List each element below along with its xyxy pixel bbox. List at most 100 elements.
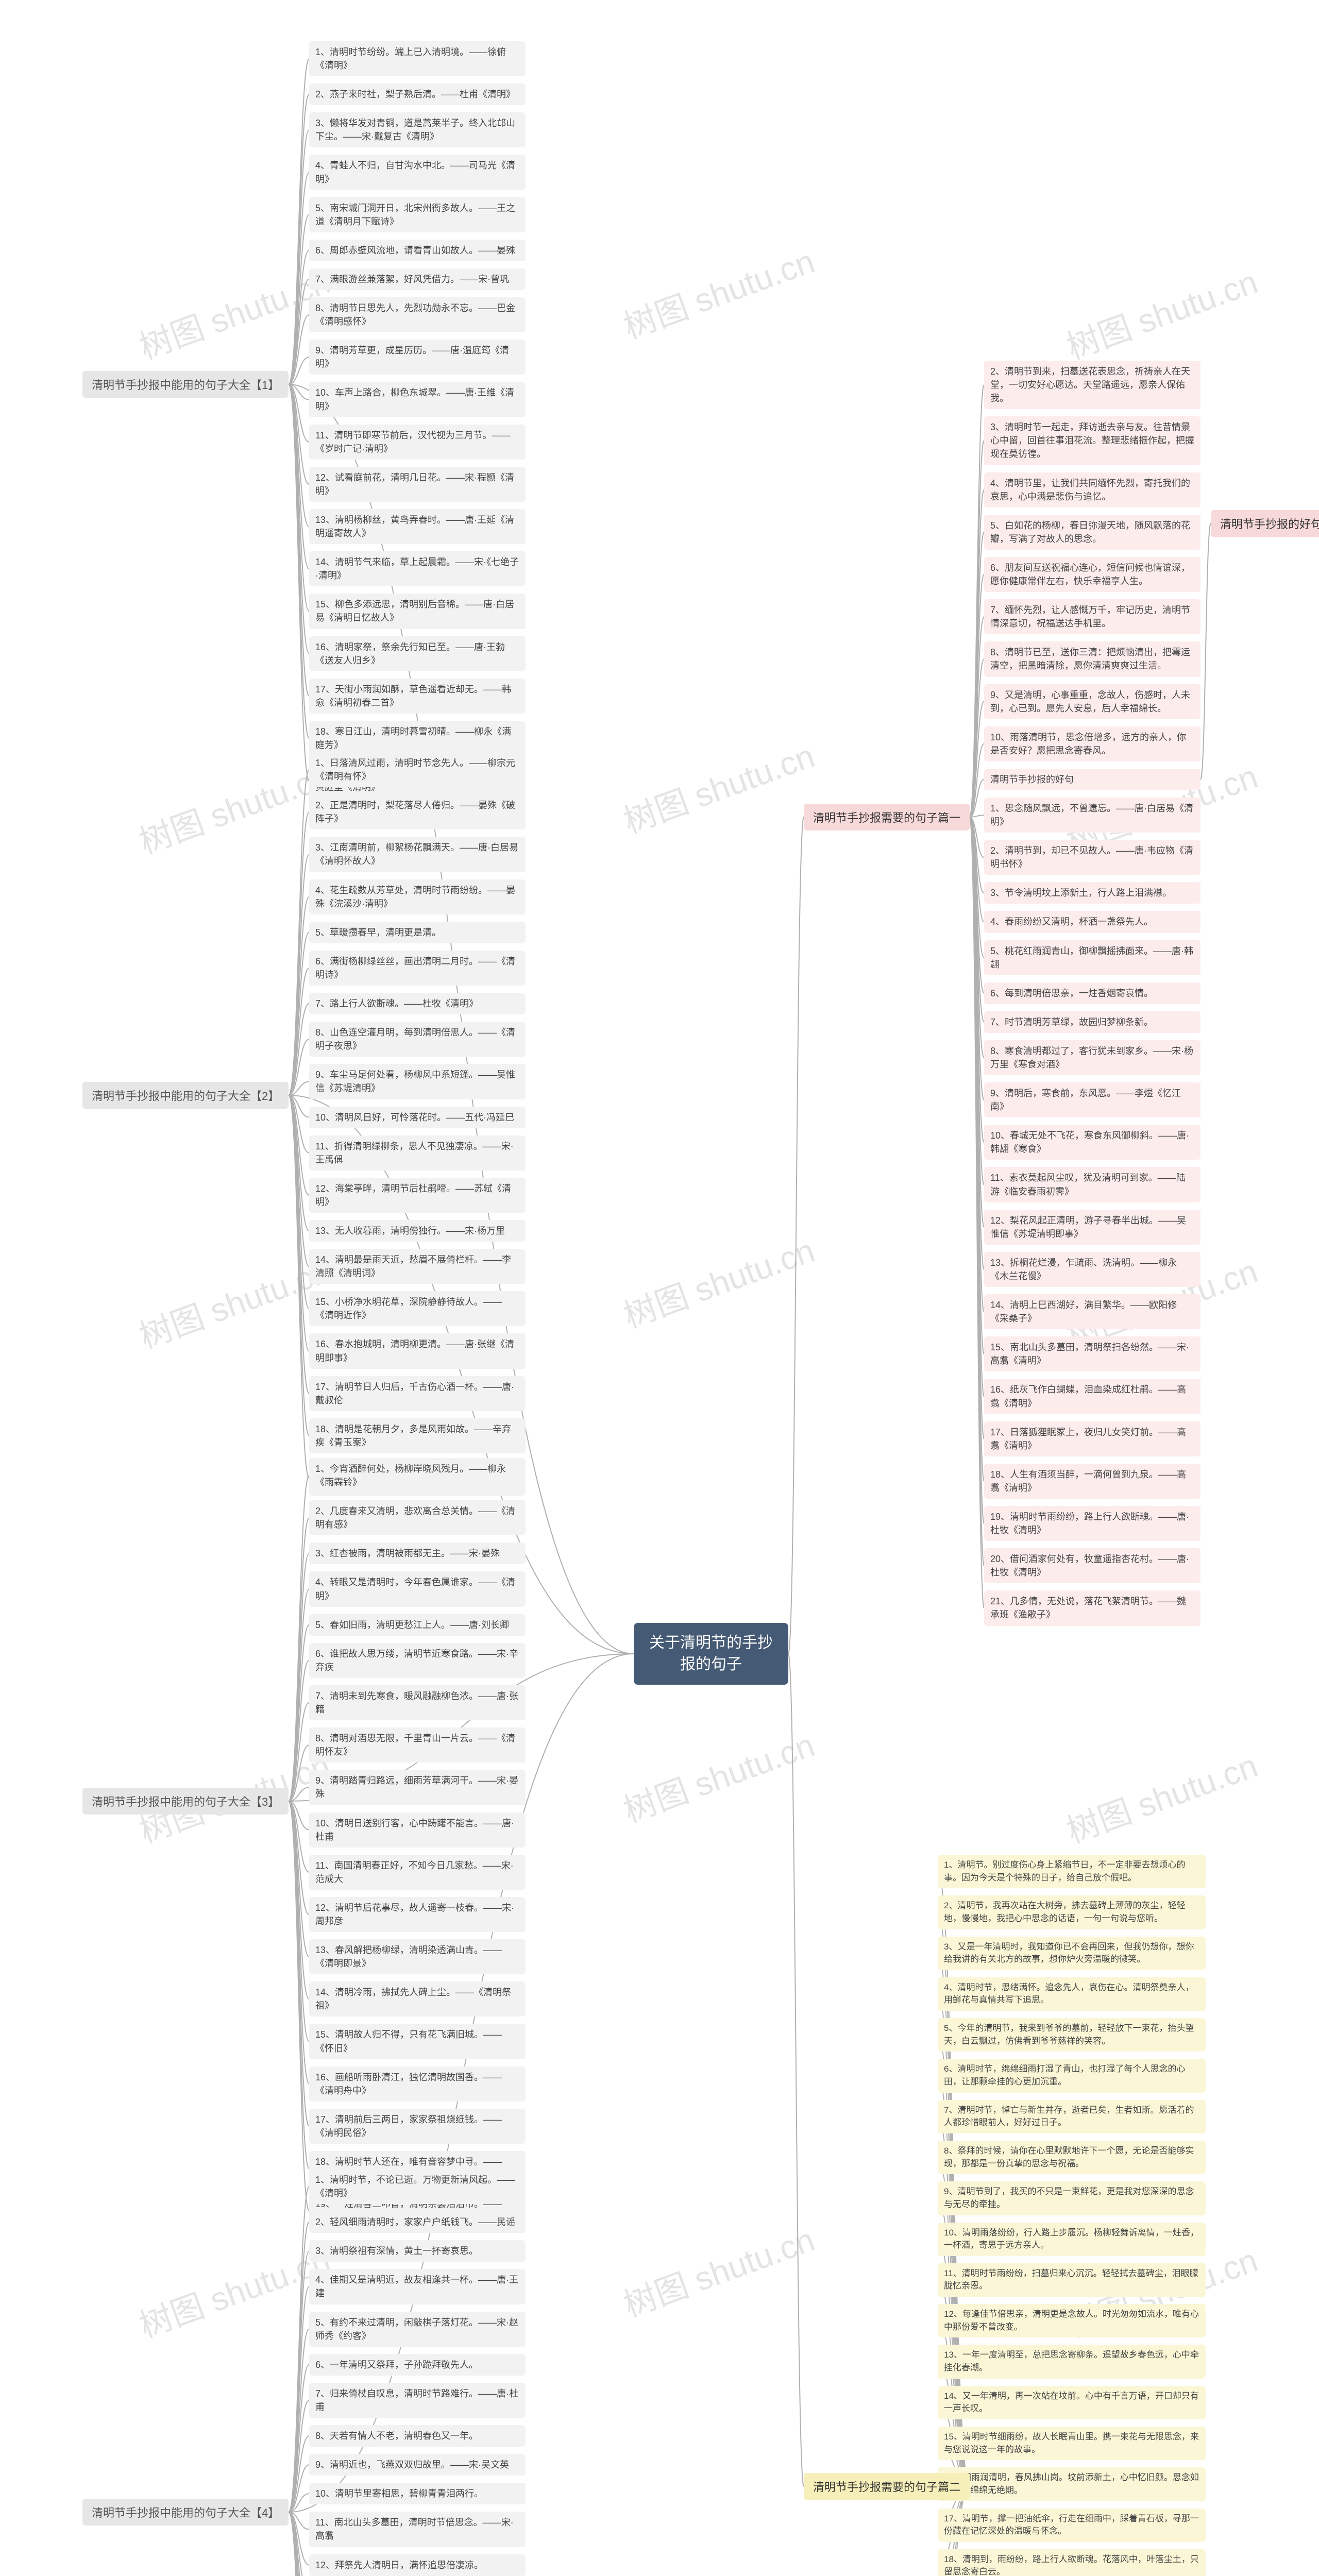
branch-left-2[interactable]: 清明节手抄报中能用的句子大全【2】	[82, 1082, 289, 1109]
leaf-item[interactable]: 8、寒食清明都过了，客行犹未到家乡。——宋·杨万里《寒食对酒》	[984, 1040, 1200, 1075]
leaf-item[interactable]: 12、拜祭先人清明日，满怀追思倍凄凉。	[309, 2554, 526, 2576]
leaf-item[interactable]: 9、清明节到了，我买的不只是一束鲜花，更是我对您深深的思念与无尽的牵挂。	[938, 2181, 1206, 2215]
leaf-item[interactable]: 7、清明未到先寒食，暖风融融柳色浓。——唐·张籍	[309, 1685, 526, 1720]
leaf-item[interactable]: 4、春雨纷纷又清明，杯酒一盏祭先人。	[984, 911, 1200, 933]
leaf-item[interactable]: 16、清明家祭，祭余先行知已至。——唐·王勃《送友人归乡》	[309, 636, 526, 671]
leaf-item[interactable]: 14、清明节气来临，草上起晨霜。——宋·《七绝子·清明》	[309, 551, 526, 586]
leaf-item[interactable]: 8、清明对酒思无限，千里青山一片云。——《清明怀友》	[309, 1727, 526, 1762]
leaf-item[interactable]: 5、南宋城门洞开日，北宋州衙多故人。——王之道《清明月下赋诗》	[309, 197, 526, 232]
leaf-item[interactable]: 4、佳期又是清明近，故友相逢共一杯。——唐·王建	[309, 2269, 526, 2304]
leaf-item[interactable]: 2、清明节，我再次站在大树旁，拂去墓碑上薄薄的灰尘，轻轻地，慢慢地，我把心中思念…	[938, 1895, 1206, 1929]
leaf-item[interactable]: 10、清明节里寄相思，碧柳青青泪两行。	[309, 2483, 526, 2504]
leaf-item[interactable]: 18、清明是花朝月夕，多是风雨如故。——辛弃疾《青玉案》	[309, 1418, 526, 1453]
leaf-item[interactable]: 13、春风解把杨柳绿，清明染透满山青。——《清明即景》	[309, 1939, 526, 1974]
leaf-item[interactable]: 清明节手抄报的好句	[984, 769, 1200, 790]
leaf-item[interactable]: 3、节令清明坟上添新土，行人路上泪满襟。	[984, 882, 1200, 904]
leaf-item[interactable]: 13、无人收暮雨，清明傍独行。——宋·杨万里	[309, 1220, 526, 1242]
leaf-item[interactable]: 4、青蛙人不归，自甘沟水中北。——司马光《清明》	[309, 155, 526, 190]
leaf-item[interactable]: 17、清明前后三两日，家家祭祖烧纸钱。——《清明民俗》	[309, 2109, 526, 2144]
leaf-item[interactable]: 8、清明节已至，送你三清：把烦恼清出，把霉运清空，把黑暗清除，愿你清清爽爽过生活…	[984, 641, 1200, 676]
leaf-item[interactable]: 17、日落狐狸眠冢上，夜归儿女笑灯前。——高翥《清明》	[984, 1421, 1200, 1456]
leaf-item[interactable]: 2、轻风细雨清明时，家家户户纸钱飞。——民谣	[309, 2211, 526, 2233]
leaf-item[interactable]: 16、画船听雨卧清江，独忆清明故国香。——《清明舟中》	[309, 2066, 526, 2102]
leaf-item[interactable]: 12、海棠亭畔，清明节后杜鹃啼。——苏轼《清明》	[309, 1178, 526, 1213]
leaf-item[interactable]: 18、人生有酒须当醉，一滴何曾到九泉。——高翥《清明》	[984, 1464, 1200, 1499]
leaf-item[interactable]: 11、清明时节雨纷纷，扫墓归来心沉沉。轻轻拭去墓碑尘，泪眼朦胧忆亲恩。	[938, 2263, 1206, 2297]
leaf-item[interactable]: 17、天街小雨润如酥，草色遥看近却无。——韩愈《清明初春二首》	[309, 679, 526, 714]
leaf-item[interactable]: 7、路上行人欲断魂。——杜牧《清明》	[309, 993, 526, 1014]
leaf-item[interactable]: 10、车声上路合，柳色东城翠。——唐·王维《清明》	[309, 382, 526, 417]
leaf-item[interactable]: 3、江南清明前，柳絮杨花飘满天。——唐·白居易《清明怀故人》	[309, 837, 526, 872]
leaf-item[interactable]: 4、转眼又是清明时，今年春色属谁家。——《清明》	[309, 1571, 526, 1606]
leaf-item[interactable]: 8、山色连空灌月明，每到清明倍思人。——《清明子夜思》	[309, 1022, 526, 1057]
leaf-item[interactable]: 5、春如旧雨，清明更愁江上人。——唐·刘长卿	[309, 1614, 526, 1636]
leaf-item[interactable]: 15、柳色多添远思，清明别后音稀。——唐·白居易《清明日忆故人》	[309, 594, 526, 629]
branch-right-1[interactable]: 清明节手抄报需要的句子篇一	[804, 804, 970, 831]
leaf-item[interactable]: 1、清明时节，不论已逝。万物更新清风起。——《清明》	[309, 2169, 526, 2204]
leaf-item[interactable]: 11、南北山头多墓田，清明时节倍思念。——宋·高翥	[309, 2512, 526, 2547]
leaf-item[interactable]: 3、清明时节一起走，拜访逝去亲与友。往昔情景心中留，回首往事泪花流。整理悲绪振作…	[984, 416, 1200, 465]
leaf-item[interactable]: 10、清明风日好，可怜落花时。——五代·冯延巳	[309, 1107, 526, 1128]
leaf-item[interactable]: 8、清明节日思先人，先烈功勋永不忘。——巴金《清明感怀》	[309, 297, 526, 332]
leaf-item[interactable]: 1、思念随风飘远，不曾遗忘。——唐·白居易《清明》	[984, 798, 1200, 833]
leaf-item[interactable]: 13、清明杨柳丝，黄鸟弄春时。——唐·王延《清明遥寄故人》	[309, 509, 526, 544]
leaf-item[interactable]: 9、清明踏青归路远，细雨芳草满河干。——宋·晏殊	[309, 1770, 526, 1805]
leaf-item[interactable]: 2、清明节到来，扫墓送花表思念，祈祷亲人在天堂，一切安好心愿达。天堂路遥远，愿亲…	[984, 361, 1200, 409]
leaf-item[interactable]: 6、满街杨柳绿丝丝，画出清明二月时。——《清明诗》	[309, 951, 526, 986]
leaf-item[interactable]: 13、一年一度清明至，总把思念寄柳条。遥望故乡春色远，心中牵挂化春潮。	[938, 2345, 1206, 2378]
leaf-item[interactable]: 13、拆桐花烂漫，乍疏雨、洗清明。——柳永《木兰花慢》	[984, 1252, 1200, 1287]
leaf-item[interactable]: 12、清明节后花事尽，故人遥寄一枝春。——宋·周邦彦	[309, 1897, 526, 1932]
leaf-item[interactable]: 19、清明时节雨纷纷，路上行人欲断魂。——唐·杜牧《清明》	[984, 1506, 1200, 1541]
leaf-item[interactable]: 5、草暖攒春早，清明更是清。	[309, 922, 526, 943]
leaf-item[interactable]: 2、正是清明时，梨花落尽人倦归。——晏殊《破阵子》	[309, 794, 526, 829]
leaf-item[interactable]: 4、清明节里，让我们共同缅怀先烈，寄托我们的哀思，心中满是悲伤与追忆。	[984, 472, 1200, 507]
leaf-item[interactable]: 9、清明近也，飞燕双双归故里。——宋·吴文英	[309, 2454, 526, 2476]
leaf-item[interactable]: 5、桃花红雨润青山，御柳飘摇拂面来。——唐·韩翃	[984, 940, 1200, 975]
branch-left-1[interactable]: 清明节手抄报中能用的句子大全【1】	[82, 371, 289, 398]
center-topic[interactable]: 关于清明节的手抄报的句子	[634, 1623, 788, 1685]
leaf-item[interactable]: 9、清明后，寒食前，东风恶。——李煜《忆江南》	[984, 1082, 1200, 1117]
leaf-item[interactable]: 5、今年的清明节，我来到爷爷的墓前，轻轻放下一束花，抬头望天，白云飘过，仿佛看到…	[938, 2018, 1206, 2052]
branch-left-4[interactable]: 清明节手抄报中能用的句子大全【4】	[82, 2499, 289, 2526]
leaf-item[interactable]: 2、燕子来时社，梨子熟后清。——杜甫《清明》	[309, 83, 526, 105]
leaf-item[interactable]: 9、车尘马足何处看，杨柳风中系短篷。——吴惟信《苏堤清明》	[309, 1064, 526, 1099]
leaf-item[interactable]: 14、清明冷雨，拂拭先人碑上尘。——《清明祭祖》	[309, 1981, 526, 2016]
leaf-item[interactable]: 4、花生疏数从芳草处，清明时节雨纷纷。——晏殊《浣溪沙·清明》	[309, 879, 526, 914]
leaf-item[interactable]: 6、一年清明又祭拜，子孙跪拜敬先人。	[309, 2354, 526, 2376]
leaf-item[interactable]: 14、清明最是雨天近，愁眉不展倚栏杆。——李清照《清明词》	[309, 1249, 526, 1284]
leaf-item[interactable]: 18、寒日江山，清明时暮雪初晴。——柳永《满庭芳》	[309, 721, 526, 756]
leaf-item[interactable]: 12、每逢佳节倍思亲，清明更是念故人。时光匆匆如流水，唯有心中那份爱不曾改变。	[938, 2304, 1206, 2337]
leaf-item[interactable]: 12、试看庭前花，清明几日花。——宋·程颢《清明》	[309, 467, 526, 502]
leaf-item[interactable]: 15、清明故人归不得，只有花飞满旧城。——《怀旧》	[309, 2024, 526, 2059]
leaf-item[interactable]: 6、谁把故人思万缕，清明节近寒食路。——宋·辛弃疾	[309, 1643, 526, 1678]
leaf-item[interactable]: 2、几度春来又清明，悲欢离合总关情。——《清明有感》	[309, 1500, 526, 1535]
leaf-item[interactable]: 10、清明雨落纷纷，行人路上步履沉。杨柳轻舞诉离情，一炷香，一杯酒，寄思于远方亲…	[938, 2223, 1206, 2256]
leaf-item[interactable]: 20、借问酒家何处有，牧童遥指杏花村。——唐·杜牧《清明》	[984, 1548, 1200, 1583]
leaf-item[interactable]: 3、懒将华发对青铜，道是蒿莱半子。终入北邙山下尘。——宋·戴复古《清明》	[309, 112, 526, 147]
leaf-item[interactable]: 17、清明节，撑一把油纸伞，行走在细雨中，踩着青石板，寻那一份藏在记忆深处的温暖…	[938, 2509, 1206, 2542]
leaf-item[interactable]: 5、白如花的杨柳，春日弥漫天地，随风飘落的花瓣，写满了对故人的思念。	[984, 515, 1200, 550]
leaf-item[interactable]: 6、朋友间互送祝福心连心，短信问候也情谊深，愿你健康常伴左右，快乐幸福享人生。	[984, 557, 1200, 592]
branch-right-1-sublabel[interactable]: 清明节手抄报的好句	[1211, 510, 1319, 537]
leaf-item[interactable]: 9、又是清明，心事重重，念故人，伤感时，人未到，心已到。愿先人安息，后人幸福绵长…	[984, 684, 1200, 719]
leaf-item[interactable]: 8、天若有情人不老，清明春色又一年。	[309, 2425, 526, 2447]
leaf-item[interactable]: 8、祭拜的时候，请你在心里默默地许下一个愿，无论是否能够实现，那都是一份真挚的思…	[938, 2141, 1206, 2174]
leaf-item[interactable]: 7、满眼游丝兼落絮，好风凭借力。——宋·曾巩	[309, 268, 526, 290]
leaf-item[interactable]: 14、清明上巳西湖好，满目繁华。——欧阳修《采桑子》	[984, 1294, 1200, 1329]
leaf-item[interactable]: 11、清明节即寒节前后，汉代视为三月节。——《岁时广记·清明》	[309, 425, 526, 460]
leaf-item[interactable]: 10、清明日送别行客，心中踌躇不能言。——唐·杜甫	[309, 1812, 526, 1848]
branch-left-3[interactable]: 清明节手抄报中能用的句子大全【3】	[82, 1788, 289, 1815]
leaf-item[interactable]: 1、今宵酒醉何处，杨柳岸晓风残月。——柳永《雨霖铃》	[309, 1458, 526, 1493]
leaf-item[interactable]: 9、清明芳草更，成星厉历。——唐·温庭筠《清明》	[309, 340, 526, 375]
leaf-item[interactable]: 6、每到清明倍思亲，一炷香烟寄哀情。	[984, 982, 1200, 1004]
leaf-item[interactable]: 1、清明节。别过度伤心身上紧缩节日，不一定非要去想烦心的事。因为今天是个特殊的日…	[938, 1855, 1206, 1888]
leaf-item[interactable]: 16、纸灰飞作白蝴蝶，泪血染成红杜鹃。——高翥《清明》	[984, 1379, 1200, 1414]
leaf-item[interactable]: 11、素衣莫起风尘叹，犹及清明可到家。——陆游《临安春雨初霁》	[984, 1167, 1200, 1202]
leaf-item[interactable]: 14、又一年清明，再一次站在坟前。心中有千言万语，开口却只有一声长叹。	[938, 2386, 1206, 2419]
leaf-item[interactable]: 1、清明时节纷纷。端上已入清明境。——徐俯《清明》	[309, 41, 526, 76]
leaf-item[interactable]: 16、春水抱城明，清明柳更清。——唐·张继《清明即事》	[309, 1333, 526, 1368]
leaf-item[interactable]: 15、清明时节细雨纷，故人长眠青山里。携一束花与无限思念，来与您说说这一年的故事…	[938, 2427, 1206, 2460]
leaf-item[interactable]: 21、几多情，无处说，落花飞絮清明节。——魏承班《渔歌子》	[984, 1590, 1200, 1625]
leaf-item[interactable]: 15、小桥净水明花草，深院静静待故人。——《清明近作》	[309, 1291, 526, 1326]
leaf-item[interactable]: 12、梨花风起正清明，游子寻春半出城。——吴惟信《苏堤清明即事》	[984, 1210, 1200, 1245]
